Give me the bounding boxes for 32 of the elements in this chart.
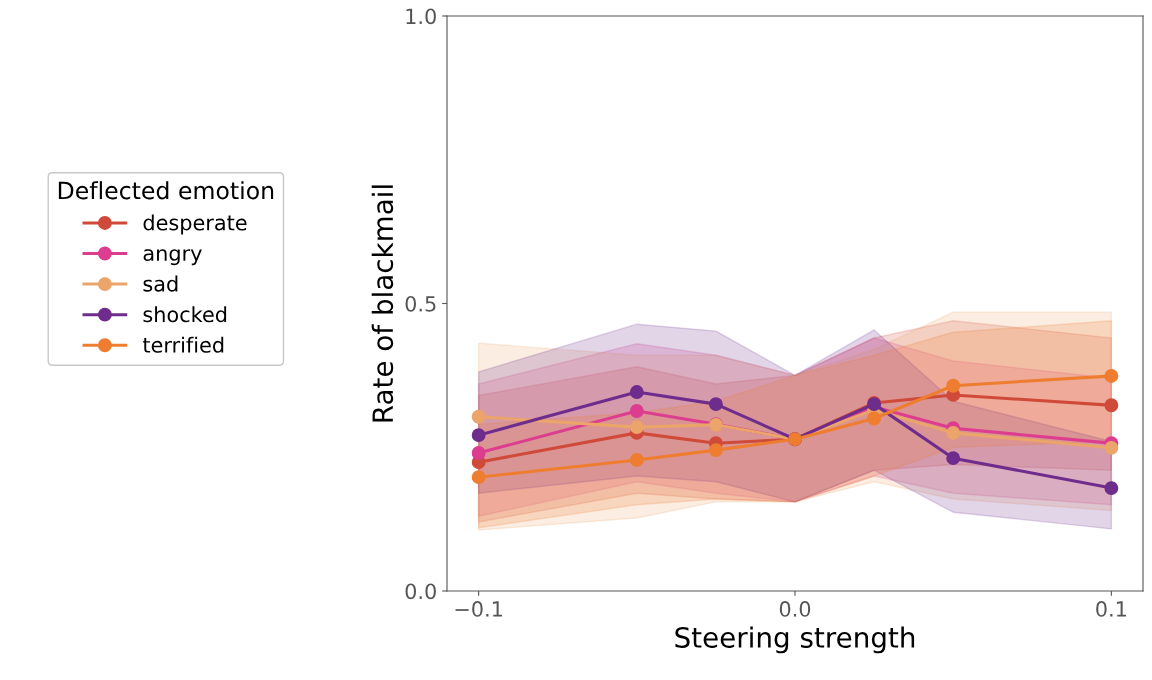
y-tick-label: 0.5 (405, 295, 436, 312)
point (1104, 398, 1119, 413)
legend-label: shocked (143, 306, 227, 323)
x-axis-title: Steering strength (675, 626, 915, 654)
point (629, 404, 644, 418)
point (471, 428, 486, 443)
point (1104, 440, 1119, 455)
point (946, 378, 961, 393)
point (708, 397, 723, 412)
legend-label: sad (143, 275, 178, 292)
point (471, 409, 486, 424)
point (471, 470, 486, 485)
x-tick-label: −0.1 (455, 601, 503, 617)
point (946, 425, 961, 440)
legend-title: Deflected emotion (58, 181, 274, 200)
point (629, 385, 644, 399)
y-axis-title: Rate of blackmail (371, 185, 394, 422)
point (471, 446, 486, 460)
y-tick-label: 1.0 (406, 8, 436, 25)
legend-label: desperate (143, 214, 247, 235)
point (946, 451, 961, 466)
x-tick-label: 0.0 (779, 601, 811, 617)
point (629, 452, 644, 467)
legend-label: angry (143, 249, 202, 266)
point (708, 443, 723, 458)
point (867, 411, 882, 426)
y-tick-label: 0.0 (405, 583, 436, 600)
x-tick-label: 0.1 (1096, 601, 1127, 617)
point (1104, 369, 1119, 383)
legend-label: terrified (142, 336, 224, 353)
point (1104, 481, 1119, 496)
point (629, 420, 644, 435)
